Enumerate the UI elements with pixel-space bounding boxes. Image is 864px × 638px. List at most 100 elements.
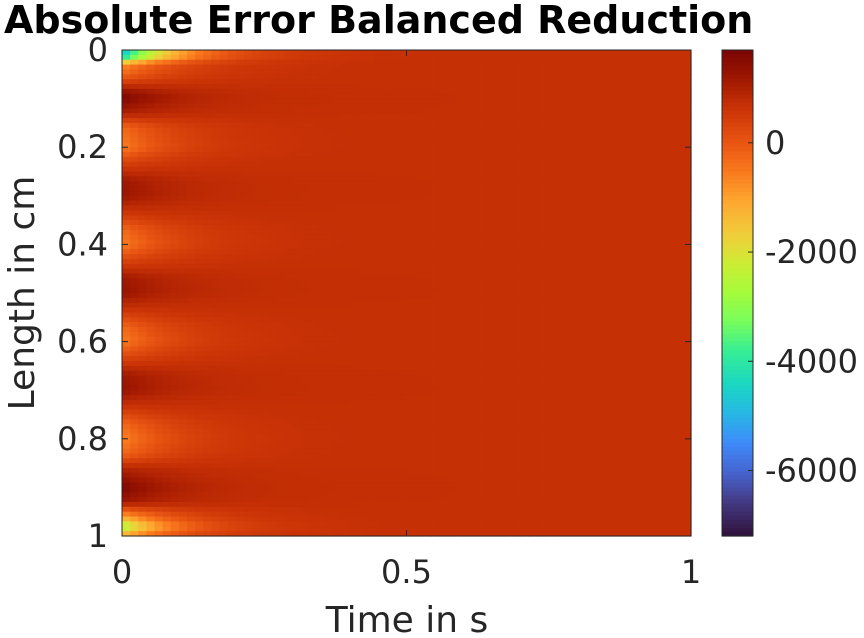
heatmap-cell xyxy=(471,224,481,231)
heatmap-cell xyxy=(235,210,245,216)
heatmap-cell xyxy=(674,224,684,231)
heatmap-cell xyxy=(520,356,530,362)
heatmap-cell xyxy=(455,171,464,177)
heatmap-cell xyxy=(642,288,651,294)
heatmap-cell xyxy=(178,234,188,241)
heatmap-cell xyxy=(187,147,196,153)
heatmap-cell xyxy=(439,361,448,367)
heatmap-cell xyxy=(544,365,554,372)
heatmap-cell xyxy=(422,307,432,314)
heatmap-cell xyxy=(447,166,456,173)
heatmap-cell xyxy=(398,166,408,173)
heatmap-cell xyxy=(414,346,424,352)
heatmap-cell xyxy=(162,273,172,280)
heatmap-cell xyxy=(341,156,351,163)
heatmap-cell xyxy=(642,365,651,372)
heatmap-cell xyxy=(658,79,668,85)
heatmap-cell xyxy=(609,152,619,158)
heatmap-cell xyxy=(365,273,375,280)
heatmap-cell xyxy=(406,210,416,216)
heatmap-cell xyxy=(130,244,139,250)
heatmap-cell xyxy=(439,239,448,245)
heatmap-cell xyxy=(552,293,562,299)
heatmap-cell xyxy=(292,263,302,270)
heatmap-cell xyxy=(593,190,603,197)
heatmap-cell xyxy=(341,147,351,153)
heatmap-cell xyxy=(162,307,172,314)
heatmap-cell xyxy=(601,288,611,294)
heatmap-cell xyxy=(390,127,399,134)
heatmap-cell xyxy=(130,152,139,158)
heatmap-cell xyxy=(439,293,448,299)
heatmap-cell xyxy=(406,288,416,294)
heatmap-cell xyxy=(422,229,432,236)
heatmap-cell xyxy=(634,186,643,192)
heatmap-cell xyxy=(625,215,635,221)
heatmap-cell xyxy=(479,229,489,236)
heatmap-cell xyxy=(593,244,603,250)
heatmap-cell xyxy=(146,54,156,61)
heatmap-cell xyxy=(439,64,448,71)
heatmap-cell xyxy=(666,380,676,386)
heatmap-cell xyxy=(390,244,399,250)
heatmap-cell xyxy=(373,249,383,255)
heatmap-cell xyxy=(308,322,318,328)
heatmap-cell xyxy=(235,190,245,197)
heatmap-cell xyxy=(398,312,408,318)
heatmap-cell xyxy=(634,346,643,352)
heatmap-cell xyxy=(528,161,538,168)
heatmap-cell xyxy=(512,93,521,100)
heatmap-cell xyxy=(373,336,383,343)
heatmap-cell xyxy=(682,283,692,289)
heatmap-cell xyxy=(195,293,204,299)
heatmap-cell xyxy=(235,331,245,338)
heatmap-cell xyxy=(252,302,261,309)
heatmap-cell xyxy=(569,302,578,309)
heatmap-cell xyxy=(349,365,359,372)
heatmap-cell xyxy=(398,122,408,129)
heatmap-cell xyxy=(122,346,131,352)
heatmap-cell xyxy=(658,229,668,236)
heatmap-cell xyxy=(203,263,213,270)
heatmap-cell xyxy=(390,341,399,348)
heatmap-cell xyxy=(569,239,578,245)
heatmap-cell xyxy=(447,215,456,221)
heatmap-cell xyxy=(341,161,351,168)
heatmap-cell xyxy=(398,322,408,328)
heatmap-cell xyxy=(552,113,562,119)
heatmap-cell xyxy=(284,268,294,275)
heatmap-cell xyxy=(674,69,684,75)
heatmap-cell xyxy=(585,258,595,265)
heatmap-cell xyxy=(227,385,237,391)
heatmap-cell xyxy=(284,54,294,61)
heatmap-cell xyxy=(203,127,213,134)
heatmap-cell xyxy=(227,210,237,216)
heatmap-cell xyxy=(463,258,473,265)
heatmap-cell xyxy=(130,385,139,391)
heatmap-cell xyxy=(122,181,131,187)
heatmap-cell xyxy=(122,273,131,280)
heatmap-cell xyxy=(268,375,278,382)
heatmap-cell xyxy=(178,64,188,71)
heatmap-cell xyxy=(593,283,603,289)
heatmap-cell xyxy=(406,195,416,202)
heatmap-cell xyxy=(308,74,318,80)
heatmap-cell xyxy=(422,79,432,85)
heatmap-cell xyxy=(390,258,399,265)
heatmap-cell xyxy=(609,181,619,187)
heatmap-cell xyxy=(146,278,156,284)
heatmap-cell xyxy=(130,103,139,109)
heatmap-cell xyxy=(528,234,538,241)
heatmap-cell xyxy=(634,108,643,114)
heatmap-cell xyxy=(487,375,497,382)
heatmap-cell xyxy=(447,239,456,245)
heatmap-cell xyxy=(187,370,196,377)
heatmap-cell xyxy=(178,181,188,187)
heatmap-cell xyxy=(292,297,302,304)
heatmap-cell xyxy=(536,171,546,177)
heatmap-cell xyxy=(260,69,269,75)
heatmap-cell xyxy=(243,336,253,343)
heatmap-cell xyxy=(170,59,180,66)
heatmap-cell xyxy=(674,288,684,294)
heatmap-cell xyxy=(601,59,611,66)
